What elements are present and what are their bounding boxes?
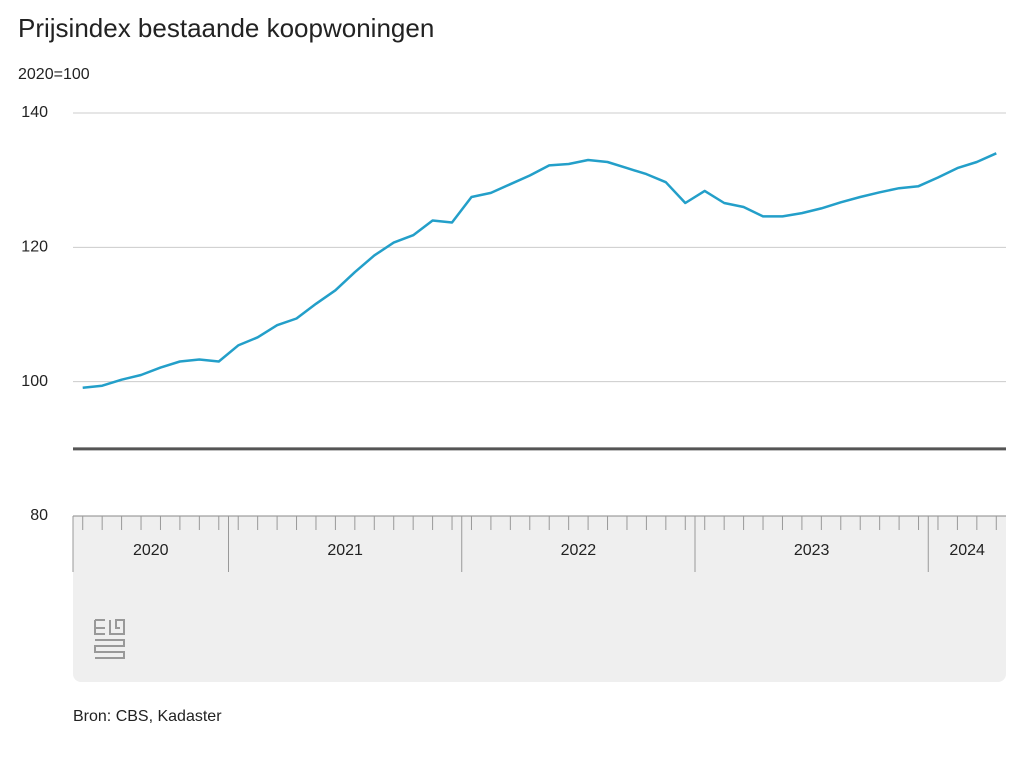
x-group-label: 2024 [949, 542, 985, 559]
y-tick-label: 120 [21, 239, 48, 256]
axis-panel-top [73, 516, 1006, 536]
x-group-label: 2023 [794, 542, 830, 559]
x-group-label: 2020 [133, 542, 169, 559]
chart-title: Prijsindex bestaande koopwoningen [18, 13, 434, 43]
axis-panel [73, 516, 1006, 682]
x-group-label: 2022 [561, 542, 597, 559]
y-tick-label: 140 [21, 104, 48, 121]
subtitle: 2020=100 [18, 66, 90, 83]
logo [94, 619, 125, 659]
source: Bron: CBS, Kadaster [73, 708, 222, 725]
y-tick-label: 100 [21, 373, 48, 390]
data-line [82, 152, 997, 389]
x-group-label: 2021 [327, 542, 363, 559]
y-tick-label: 80 [30, 507, 48, 524]
